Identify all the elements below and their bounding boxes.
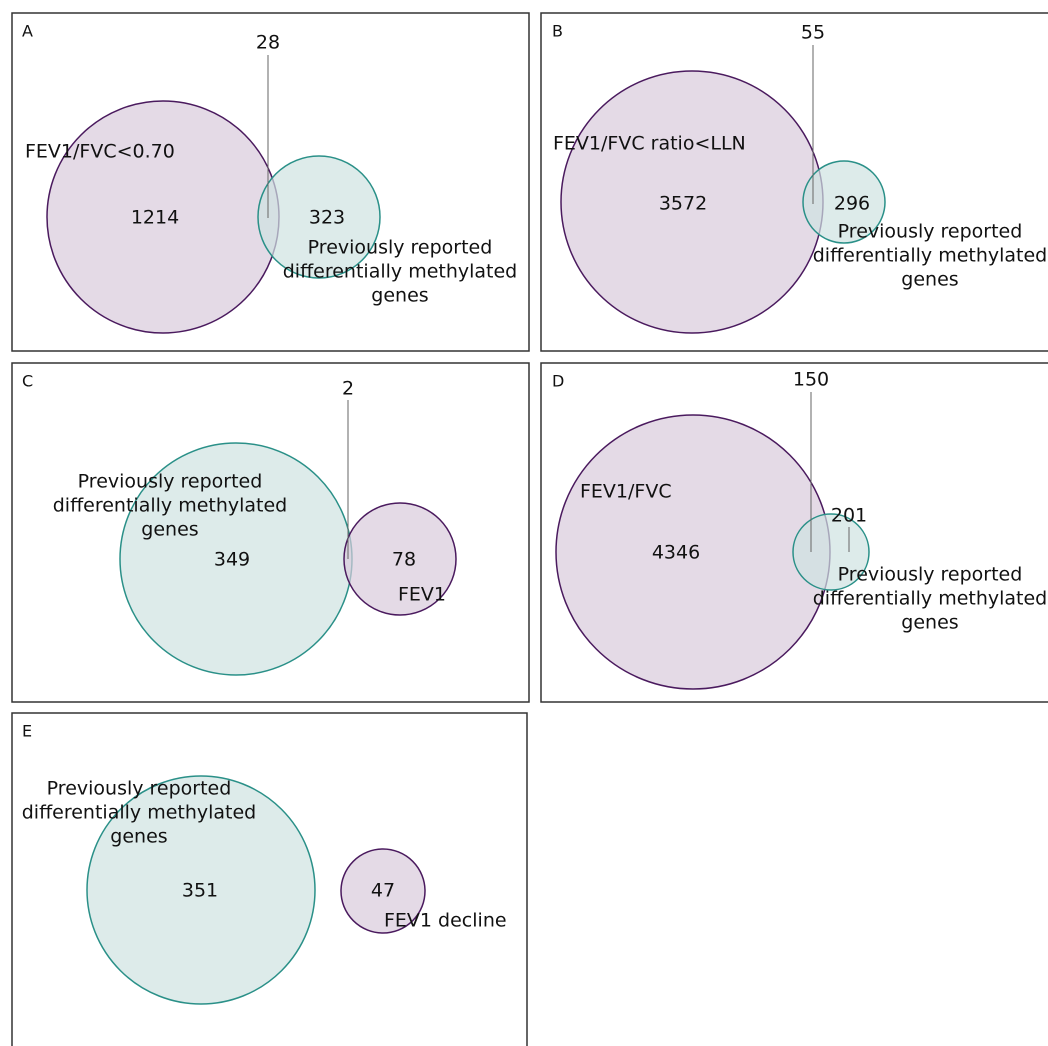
trait-label: FEV1/FVC bbox=[580, 481, 672, 503]
previous-label: differentially methylated bbox=[22, 802, 257, 824]
panel-b: B FEV1/FVC ratio<LLN 3572 55 296 Previou… bbox=[540, 12, 1048, 352]
trait-label: FEV1/FVC<0.70 bbox=[25, 141, 175, 163]
trait-count: 3572 bbox=[659, 193, 707, 215]
previous-circle bbox=[257, 155, 381, 279]
previous-label: genes bbox=[901, 269, 958, 291]
trait-label: FEV1 bbox=[398, 584, 446, 606]
panel-e: E Previously reported differentially met… bbox=[11, 712, 528, 1046]
trait-circle bbox=[343, 502, 457, 616]
previous-label: differentially methylated bbox=[283, 261, 518, 283]
previous-label: Previously reported bbox=[47, 778, 232, 800]
previous-circle bbox=[792, 513, 870, 591]
panel-letter: C bbox=[22, 372, 33, 391]
panel-frame bbox=[11, 712, 528, 1046]
previous-count: 349 bbox=[214, 549, 250, 571]
trait-circle bbox=[340, 848, 426, 934]
panel-frame bbox=[540, 362, 1048, 703]
trait-count: 1214 bbox=[131, 207, 179, 229]
trait-count: 78 bbox=[392, 549, 416, 571]
panel-a: A FEV1/FVC<0.70 1214 28 323 Previously r… bbox=[11, 12, 530, 352]
panel-frame bbox=[11, 12, 530, 352]
previous-count: 351 bbox=[182, 880, 218, 902]
panel-frame bbox=[11, 362, 530, 703]
panel-letter: B bbox=[552, 22, 563, 41]
previous-label: Previously reported bbox=[838, 221, 1023, 243]
previous-label: differentially methylated bbox=[813, 245, 1048, 267]
trait-label: FEV1/FVC ratio<LLN bbox=[553, 133, 746, 155]
previous-label: genes bbox=[371, 285, 428, 307]
previous-count: 201 bbox=[831, 505, 867, 527]
previous-label: Previously reported bbox=[838, 564, 1023, 586]
panel-d: D FEV1/FVC 4346 150 201 Previously repor… bbox=[540, 362, 1048, 703]
panel-frame bbox=[540, 12, 1048, 352]
previous-label: genes bbox=[141, 519, 198, 541]
trait-count: 47 bbox=[371, 880, 395, 902]
panel-letter: A bbox=[22, 22, 33, 41]
panel-c: C Previously reported differentially met… bbox=[11, 362, 530, 703]
previous-label: genes bbox=[110, 826, 167, 848]
previous-label: genes bbox=[901, 612, 958, 634]
previous-count: 323 bbox=[309, 207, 345, 229]
overlap-count: 28 bbox=[256, 32, 280, 54]
previous-label: Previously reported bbox=[308, 237, 493, 259]
trait-count: 4346 bbox=[652, 542, 700, 564]
previous-circle bbox=[802, 160, 886, 244]
previous-label: differentially methylated bbox=[813, 588, 1048, 610]
previous-label: Previously reported bbox=[78, 471, 263, 493]
panel-letter: D bbox=[552, 372, 564, 391]
previous-label: differentially methylated bbox=[53, 495, 288, 517]
trait-label: FEV1 decline bbox=[384, 910, 507, 932]
overlap-count: 55 bbox=[801, 22, 825, 44]
previous-count: 296 bbox=[834, 193, 870, 215]
previous-circle bbox=[86, 775, 316, 1005]
overlap-count: 2 bbox=[342, 378, 354, 400]
overlap-count: 150 bbox=[793, 369, 829, 391]
panel-letter: E bbox=[22, 722, 32, 741]
